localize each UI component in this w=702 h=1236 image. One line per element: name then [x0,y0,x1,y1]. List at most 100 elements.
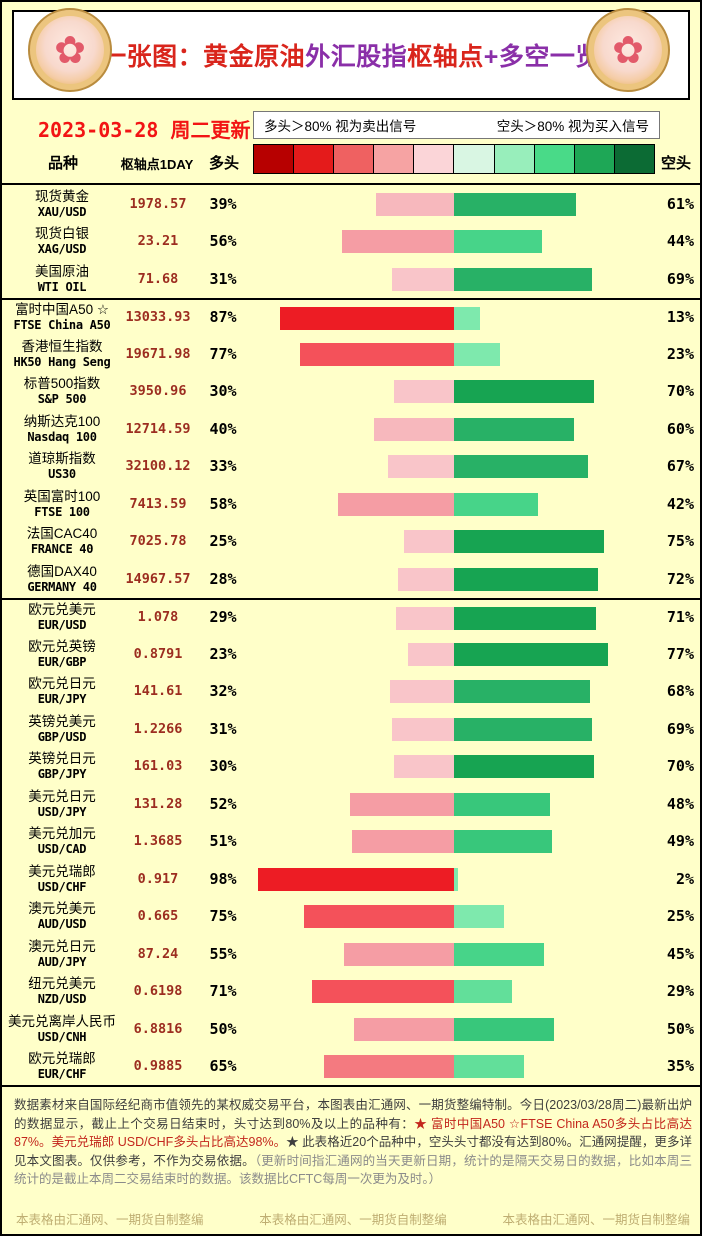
legend-swatch [374,145,415,173]
pivot-value: 12714.59 [125,420,191,437]
table-row: 富时中国A50 ☆ FTSE China A50 13033.93 87% 13… [2,297,700,336]
pivot-value: 161.03 [133,758,183,775]
long-bar [280,307,454,330]
short-percent: 71% [666,608,694,627]
short-percent: 77% [666,644,694,663]
instrument-symbol: EUR/USD [37,618,87,633]
long-bar [258,867,454,891]
instrument-cell: 现货黄金 XAU/USD [6,185,118,223]
title-segment: +多空一览 [483,43,601,71]
pivot-value: 87.24 [137,945,179,962]
long-bar [398,567,454,591]
instrument-symbol: AUD/JPY [37,954,87,969]
sentiment-bar [252,448,652,486]
pivot-value: 19671.98 [125,345,191,362]
instrument-cell: 英镑兑美元 GBP/USD [6,710,118,748]
footer-note-segment: 数据素材来自国际经纪商市值领先的某权威交易平台，本图表由汇通网、一期货整编特制。… [14,1098,692,1131]
title-segment: 一张图：黄金原油 [101,43,306,71]
table-row: 英镑兑美元 GBP/USD 1.2266 31% 69% [2,710,700,748]
pivot-value: 0.6198 [133,983,183,1000]
pivot-value: 14967.57 [125,570,191,587]
instrument-name: 道琼斯指数 [28,451,96,467]
long-percent: 31% [209,719,237,738]
long-bar [388,455,454,478]
long-percent: 55% [209,944,237,963]
instrument-name: 英国富时100 [23,488,101,504]
sentiment-bar [252,1010,652,1048]
pivot-value: 1.2266 [133,720,183,737]
sentiment-bar [252,785,652,823]
instrument-symbol: EUR/GBP [37,654,87,669]
long-percent: 87% [209,308,237,327]
coin-medal-icon-right: ✿ [586,8,670,92]
instrument-symbol: AUD/USD [37,917,87,932]
update-date: 2023-03-28 周二更新 [38,118,251,142]
long-percent: 28% [209,569,237,588]
column-header-long: 多头 [208,155,239,172]
instrument-name: 欧元兑瑞郎 [28,1051,96,1067]
long-percent: 30% [209,382,237,401]
sentiment-bar [252,560,652,598]
instrument-name: 澳元兑美元 [28,901,96,917]
legend-swatch [574,145,615,173]
sentiment-bar [252,898,652,936]
instrument-name: 德国DAX40 [27,563,97,579]
sentiment-bar [252,300,652,336]
instrument-cell: 现货白银 XAG/USD [6,223,118,261]
footer-note-segment: （更新时间指汇通网的当天更新日期，统计的是隔天交易日的数据，比如本周三统计的是截… [14,1153,692,1187]
short-bar [454,1017,554,1041]
pivot-value: 32100.12 [125,458,191,475]
long-percent: 71% [209,982,237,1001]
instrument-symbol: FRANCE 40 [30,542,94,557]
table-row: 美元兑加元 USD/CAD 1.3685 51% 49% [2,823,700,861]
pivot-value: 131.28 [133,795,183,812]
sentiment-bar [252,748,652,786]
column-header-pivot: 枢轴点1DAY [120,157,194,172]
long-bar [392,267,454,291]
table-row: 美元兑瑞郎 USD/CHF 0.917 98% 2% [2,860,700,898]
legend-swatch [494,145,535,173]
long-bar [352,830,454,853]
instrument-name: 纳斯达克100 [23,413,101,429]
long-percent: 30% [209,757,237,776]
pivot-value: 7025.78 [129,533,187,550]
instrument-name: 纽元兑美元 [28,976,96,992]
instrument-cell: 香港恒生指数 HK50 Hang Seng [6,335,118,373]
instrument-name: 英镑兑美元 [28,713,96,729]
instrument-cell: 法国CAC40 FRANCE 40 [6,523,118,561]
long-bar [354,1017,454,1041]
long-percent: 52% [209,794,237,813]
short-percent: 42% [666,494,694,513]
long-bar [392,717,454,741]
pivot-value: 23.21 [137,233,179,250]
coin-medal-icon-left: ✿ [28,8,112,92]
instrument-cell: 澳元兑日元 AUD/JPY [6,935,118,973]
pivot-value: 6.8816 [133,1020,183,1037]
instrument-name: 美国原油 [35,263,89,279]
instrument-cell: 澳元兑美元 AUD/USD [6,898,118,936]
short-percent: 61% [666,194,694,213]
instrument-cell: 美元兑日元 USD/JPY [6,785,118,823]
instrument-name: 美元兑日元 [28,788,96,804]
table-row: 纽元兑美元 NZD/USD 0.6198 71% 29% [2,973,700,1011]
long-bar [304,905,454,928]
legend-swatch [614,145,654,173]
long-percent: 25% [209,532,237,551]
column-header-short: 空头 [660,155,691,172]
short-bar [454,980,512,1003]
instrument-cell: 富时中国A50 ☆ FTSE China A50 [6,300,118,336]
instrument-symbol: NZD/USD [37,992,87,1007]
pivot-value: 141.61 [133,683,183,700]
sentiment-bar [252,1048,652,1086]
instrument-symbol: GBP/JPY [37,767,87,782]
pivot-value: 0.665 [137,908,179,925]
legend-swatch [334,145,375,173]
sentiment-bar [252,485,652,523]
long-percent: 29% [209,608,237,627]
table-row: 澳元兑日元 AUD/JPY 87.24 55% 45% [2,935,700,973]
table-row: 澳元兑美元 AUD/USD 0.665 75% 25% [2,898,700,936]
short-bar [454,417,574,441]
long-bar [324,1055,454,1078]
short-percent: 45% [666,944,694,963]
